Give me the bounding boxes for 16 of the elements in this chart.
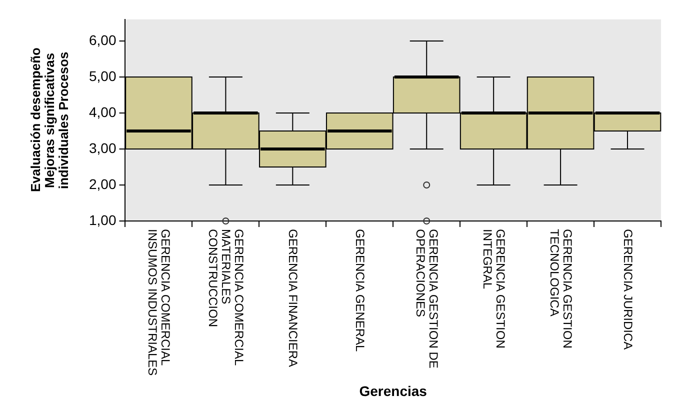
x-axis-title: Gerencias [358, 383, 428, 399]
x-tick-label: GERENCIA FINANCIERA [286, 229, 300, 370]
y-tick-label: 3,00 [89, 140, 116, 156]
x-tick-label: GERENCIA GENERAL [353, 229, 368, 354]
y-tick-label: 2,00 [89, 176, 116, 192]
y-axis-title: Evaluación desempeño Mejoras significativas individuales Procesos [28, 46, 71, 194]
x-tick-label: GERENCIA GESTION DE OPERACIONES [414, 229, 441, 370]
x-tick-label: GERENCIA COMERCIAL MATERIALES CONSTRUCCION [206, 229, 246, 368]
y-tick-label: 6,00 [89, 32, 116, 48]
y-tick-label: 5,00 [89, 68, 116, 84]
x-tick-label: GERENCIA GESTION TECNOLOGICA [548, 229, 575, 350]
x-tick-label: GERENCIA COMERCIAL INSUMOS INDUSTRIALES [146, 229, 173, 378]
x-tick-label: GERENCIA JURIDICA [621, 229, 635, 352]
x-tick-label: GERENCIA GESTION INTEGRAL [480, 229, 508, 350]
y-tick-label: 1,00 [89, 212, 116, 228]
y-tick-label: 4,00 [89, 104, 116, 120]
